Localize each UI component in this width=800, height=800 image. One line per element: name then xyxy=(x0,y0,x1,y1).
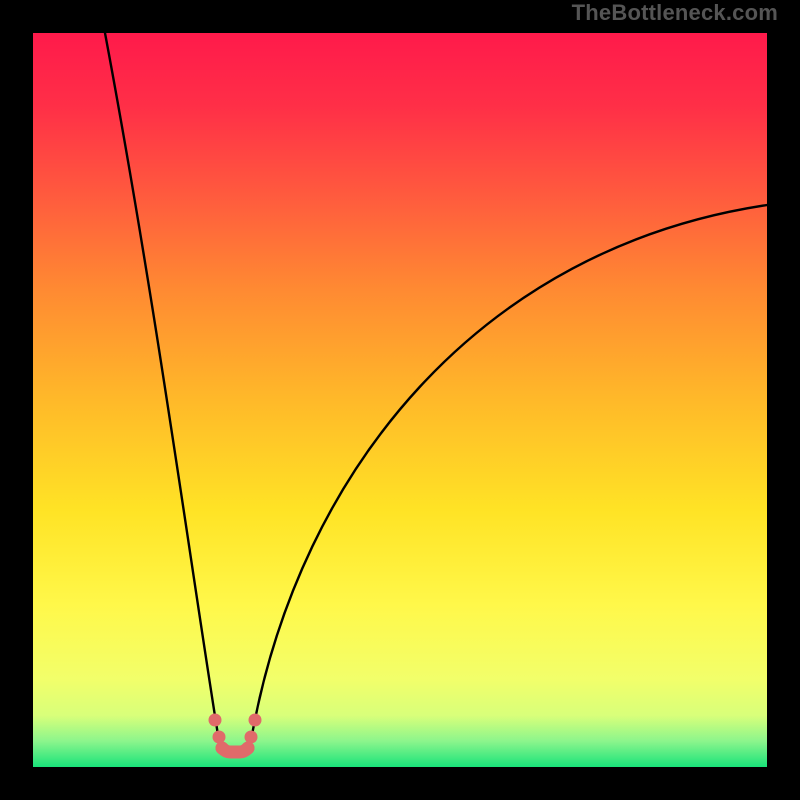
well-dot-right-0 xyxy=(249,714,262,727)
bottleneck-chart xyxy=(0,0,800,800)
watermark-text: TheBottleneck.com xyxy=(572,0,778,26)
chart-canvas: TheBottleneck.com xyxy=(0,0,800,800)
well-dot-left-0 xyxy=(209,714,222,727)
well-dot-left-2 xyxy=(216,742,229,755)
plot-area xyxy=(33,33,767,767)
well-dot-right-2 xyxy=(242,742,255,755)
well-dot-left-1 xyxy=(213,731,226,744)
well-dot-right-1 xyxy=(245,731,258,744)
